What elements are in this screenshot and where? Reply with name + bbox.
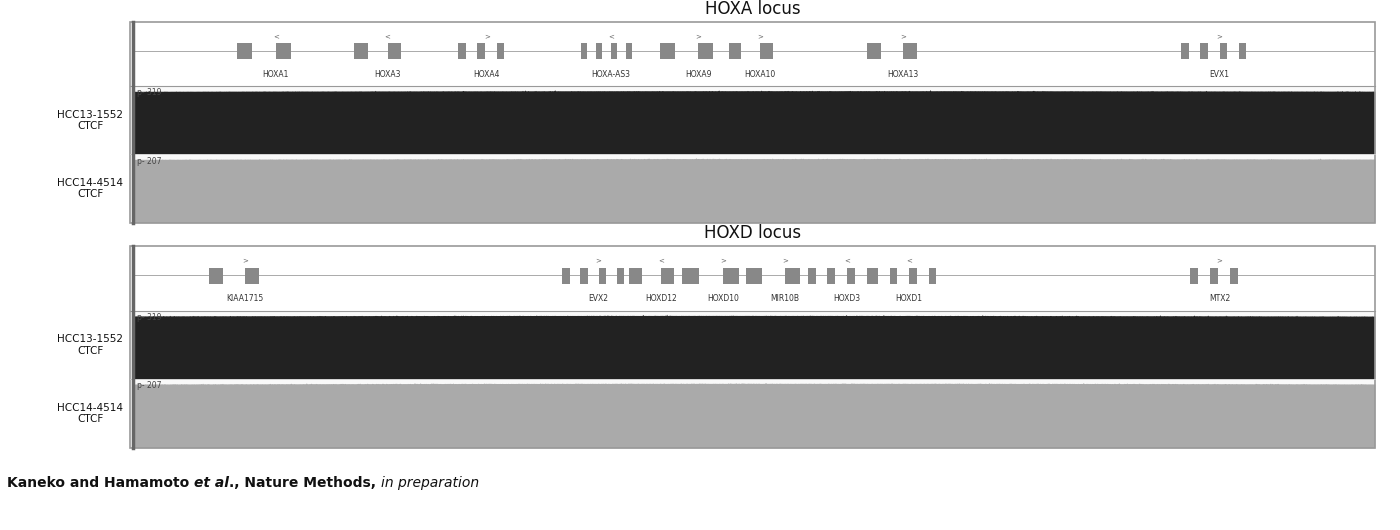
Bar bbox=[661, 268, 673, 284]
Bar bbox=[610, 43, 617, 59]
Text: <: < bbox=[608, 33, 615, 39]
Text: MTX2: MTX2 bbox=[1210, 294, 1231, 303]
Bar bbox=[682, 268, 699, 284]
Text: HOXD10: HOXD10 bbox=[707, 294, 739, 303]
Text: Kaneko and Hamamoto: Kaneko and Hamamoto bbox=[7, 476, 195, 490]
Bar bbox=[867, 43, 881, 59]
Text: EVX1: EVX1 bbox=[1210, 69, 1229, 78]
Text: HOXA13: HOXA13 bbox=[888, 69, 918, 78]
Text: KIAA1715: KIAA1715 bbox=[227, 294, 263, 303]
Text: >: > bbox=[1217, 33, 1222, 39]
Bar bbox=[617, 268, 624, 284]
Text: <: < bbox=[273, 33, 279, 39]
Bar bbox=[1210, 268, 1218, 284]
Bar bbox=[209, 268, 223, 284]
Bar bbox=[827, 268, 836, 284]
Text: EVX2: EVX2 bbox=[588, 294, 609, 303]
Text: <: < bbox=[906, 258, 911, 263]
Bar bbox=[746, 268, 762, 284]
Bar bbox=[477, 43, 484, 59]
Bar bbox=[1219, 43, 1228, 59]
Text: HOXD3: HOXD3 bbox=[833, 294, 861, 303]
Bar bbox=[388, 43, 400, 59]
Bar bbox=[458, 43, 466, 59]
Bar bbox=[629, 268, 641, 284]
Bar bbox=[903, 43, 917, 59]
Bar bbox=[354, 43, 368, 59]
Text: HOXD12: HOXD12 bbox=[645, 294, 676, 303]
Text: >: > bbox=[484, 33, 490, 39]
Bar bbox=[729, 43, 742, 59]
Bar bbox=[497, 43, 504, 59]
Text: >: > bbox=[783, 258, 788, 263]
Text: HOXA10: HOXA10 bbox=[745, 69, 776, 78]
Text: p- 319: p- 319 bbox=[137, 89, 161, 98]
Bar bbox=[1239, 43, 1246, 59]
Text: HOXA1: HOXA1 bbox=[263, 69, 288, 78]
Bar bbox=[871, 268, 878, 284]
Bar bbox=[1182, 43, 1189, 59]
Text: HOXD locus: HOXD locus bbox=[704, 224, 801, 242]
Bar bbox=[237, 43, 252, 59]
Bar bbox=[1200, 43, 1208, 59]
Bar bbox=[581, 268, 588, 284]
Text: p- 319: p- 319 bbox=[137, 313, 161, 322]
Text: ., Nature Methods,: ., Nature Methods, bbox=[230, 476, 381, 490]
Text: <: < bbox=[385, 33, 391, 39]
Text: >: > bbox=[720, 258, 725, 263]
Bar bbox=[867, 268, 875, 284]
Bar bbox=[1229, 268, 1238, 284]
Text: p- 207: p- 207 bbox=[137, 382, 161, 391]
Text: >: > bbox=[694, 33, 701, 39]
Text: >: > bbox=[242, 258, 248, 263]
Bar bbox=[760, 43, 773, 59]
Bar bbox=[890, 268, 897, 284]
Text: HCC13-1552
CTCF: HCC13-1552 CTCF bbox=[57, 334, 123, 356]
Bar bbox=[581, 43, 587, 59]
Text: HCC13-1552
CTCF: HCC13-1552 CTCF bbox=[57, 110, 123, 131]
Bar bbox=[847, 268, 855, 284]
Bar bbox=[722, 268, 739, 284]
Text: HOXA9: HOXA9 bbox=[685, 69, 711, 78]
Text: in preparation: in preparation bbox=[381, 476, 479, 490]
Bar bbox=[661, 43, 675, 59]
Bar bbox=[276, 43, 291, 59]
Bar bbox=[909, 268, 917, 284]
Text: HOXD1: HOXD1 bbox=[896, 294, 923, 303]
Text: >: > bbox=[596, 258, 602, 263]
Text: HCC14-4514
CTCF: HCC14-4514 CTCF bbox=[57, 403, 123, 425]
Bar bbox=[626, 43, 631, 59]
Bar bbox=[1190, 268, 1197, 284]
Text: et al: et al bbox=[195, 476, 230, 490]
Bar bbox=[245, 268, 259, 284]
Bar bbox=[785, 268, 801, 284]
Bar bbox=[928, 268, 937, 284]
Text: HOXA3: HOXA3 bbox=[374, 69, 400, 78]
Text: >: > bbox=[757, 33, 763, 39]
Bar bbox=[599, 268, 606, 284]
Text: <: < bbox=[658, 258, 664, 263]
Text: p- 207: p- 207 bbox=[137, 156, 161, 165]
Text: >: > bbox=[1217, 258, 1222, 263]
Text: HOXA-AS3: HOXA-AS3 bbox=[592, 69, 630, 78]
Bar bbox=[808, 268, 816, 284]
Text: <: < bbox=[844, 258, 850, 263]
Text: HCC14-4514
CTCF: HCC14-4514 CTCF bbox=[57, 178, 123, 199]
Text: HOXA4: HOXA4 bbox=[473, 69, 500, 78]
Bar bbox=[596, 43, 602, 59]
Text: MIR10B: MIR10B bbox=[770, 294, 799, 303]
Text: >: > bbox=[900, 33, 906, 39]
Bar bbox=[699, 43, 713, 59]
Bar bbox=[563, 268, 570, 284]
Text: HOXA locus: HOXA locus bbox=[704, 0, 801, 18]
